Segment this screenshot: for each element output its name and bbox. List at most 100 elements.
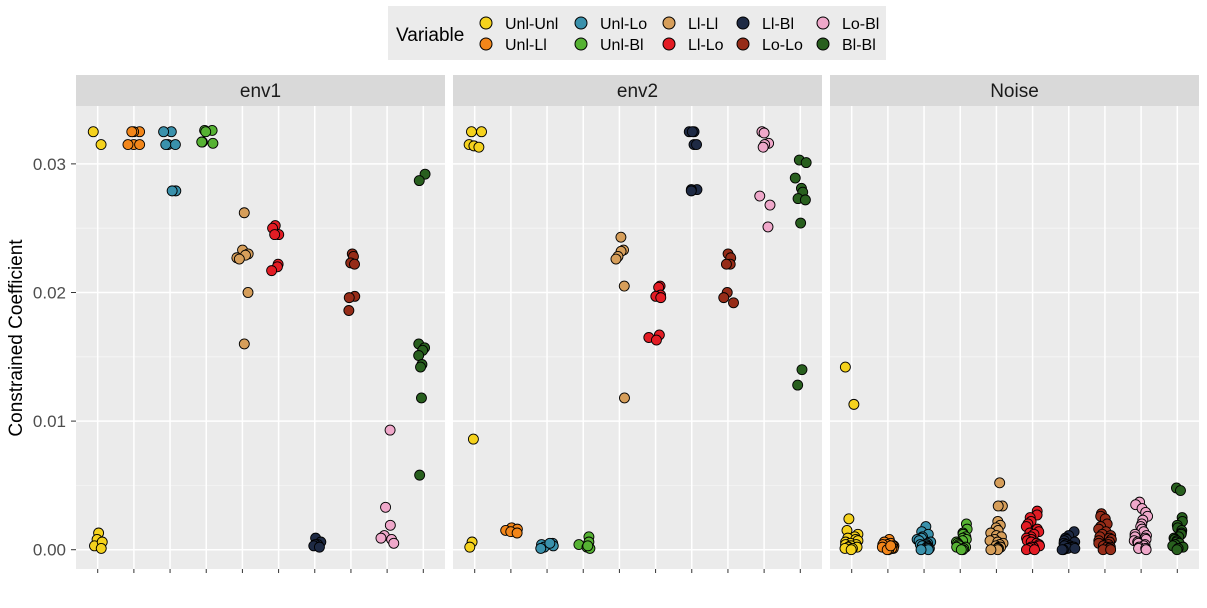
point-ll-bl [313, 541, 325, 553]
legend-key-bl-bl [816, 37, 830, 51]
y-tick-label-0: 0.00 [33, 541, 66, 560]
point-bl-bl [1171, 544, 1183, 556]
legend-key-unl-ll [479, 37, 493, 51]
legend-label-lo-lo: Lo-Lo [762, 37, 803, 54]
point-unl-unl [464, 541, 476, 553]
point-unl-lo [160, 139, 172, 151]
point-unl-unl [843, 513, 855, 525]
legend-label-unl-lo: Unl-Lo [600, 16, 647, 33]
point-lo-bl [758, 127, 770, 139]
point-bl-bl [1175, 485, 1186, 496]
point-unl-unl [473, 141, 485, 153]
legend-label-unl-ll: Unl-Ll [505, 37, 547, 54]
point-bl-bl [796, 364, 808, 376]
point-unl-ll [885, 540, 897, 552]
point-lo-bl [1140, 544, 1152, 556]
legend-label-ll-bl: Ll-Bl [762, 16, 794, 33]
point-bl-bl [413, 175, 425, 187]
point-unl-bl [196, 136, 208, 148]
point-lo-lo [720, 258, 732, 270]
legend-label-unl-bl: Unl-Bl [600, 37, 644, 54]
plot-background [453, 106, 822, 569]
point-ll-lo [1029, 544, 1040, 556]
legend-key-ll-bl [736, 16, 750, 30]
panel-noise: Noise [830, 75, 1199, 573]
legend-key-unl-unl [479, 16, 493, 30]
point-lo-bl [762, 221, 774, 233]
point-lo-bl [764, 199, 776, 211]
point-lo-bl [384, 424, 396, 436]
legend-title: Variable [396, 25, 464, 46]
point-ll-ll [233, 253, 245, 265]
panel-env2: env2 [453, 75, 822, 573]
panels: env1 env2 Noise [76, 75, 1199, 573]
point-unl-ll [511, 527, 523, 539]
point-unl-lo [169, 139, 181, 151]
legend-key-lo-lo [736, 37, 750, 51]
point-ll-ll [992, 500, 1004, 512]
point-unl-unl [848, 398, 860, 410]
point-ll-ll [242, 287, 254, 298]
legend-key-unl-bl [574, 37, 588, 51]
point-unl-unl [839, 361, 851, 373]
point-unl-bl [207, 137, 219, 149]
point-ll-bl [691, 139, 702, 151]
point-lo-bl [380, 501, 392, 513]
point-unl-unl [476, 126, 487, 138]
plot-background [830, 106, 1199, 569]
point-lo-lo [349, 258, 360, 270]
y-tick-label-3: 0.03 [33, 155, 66, 174]
point-unl-ll [126, 126, 138, 138]
point-bl-bl [415, 361, 426, 373]
point-bl-bl [416, 392, 427, 404]
y-axis-label: Constrained Coefficient [6, 239, 27, 437]
point-unl-unl [845, 544, 857, 556]
point-bl-bl [795, 217, 807, 229]
legend-key-ll-ll [662, 16, 676, 30]
point-lo-lo [1105, 544, 1117, 556]
point-unl-unl [467, 433, 479, 445]
strip-background [76, 75, 445, 106]
strip-background [830, 75, 1199, 106]
point-ll-bl [1056, 544, 1068, 556]
point-ll-lo [266, 265, 278, 277]
point-lo-bl [384, 519, 396, 531]
point-ll-ll [619, 392, 630, 404]
point-ll-ll [615, 231, 627, 243]
point-bl-bl [800, 157, 812, 169]
y-tick-label-2: 0.02 [33, 283, 66, 302]
point-ll-ll [985, 544, 997, 556]
legend-label-ll-lo: Ll-Lo [688, 37, 724, 54]
point-unl-lo [166, 185, 178, 197]
point-unl-bl [955, 544, 967, 556]
point-ll-lo [650, 334, 662, 346]
legend-label-bl-bl: Bl-Bl [842, 37, 876, 54]
point-ll-bl [1069, 542, 1081, 554]
point-lo-lo [343, 305, 355, 316]
legend-background [388, 6, 886, 60]
y-tick-label-1: 0.01 [33, 412, 66, 431]
point-bl-bl [789, 172, 801, 184]
point-unl-unl [87, 126, 99, 138]
strip-background [453, 75, 822, 106]
point-ll-bl [686, 126, 698, 138]
point-ll-ll [994, 477, 1006, 489]
point-bl-bl [799, 194, 811, 206]
legend-key-unl-lo [574, 16, 588, 30]
point-unl-lo [544, 537, 556, 549]
strip-label-env2: env2 [617, 81, 658, 102]
point-unl-lo [158, 126, 170, 138]
point-ll-bl [685, 185, 697, 197]
point-unl-ll [134, 139, 146, 151]
point-bl-bl [413, 350, 425, 361]
point-ll-ll [238, 338, 250, 350]
point-bl-bl [792, 379, 804, 391]
point-ll-lo [655, 292, 667, 304]
panel-env1: env1 [76, 75, 445, 573]
legend-label-unl-unl: Unl-Unl [505, 16, 558, 33]
point-lo-bl [375, 532, 387, 544]
point-unl-ll [122, 139, 134, 151]
point-unl-unl [95, 542, 107, 554]
